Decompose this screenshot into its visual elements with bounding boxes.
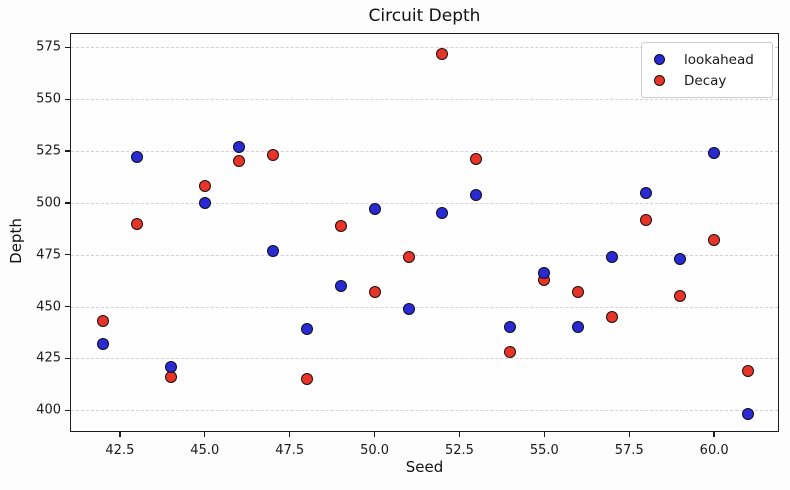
y-gridline bbox=[71, 410, 778, 412]
y-tick-mark bbox=[65, 202, 71, 204]
x-tick-label: 47.5 bbox=[275, 443, 305, 458]
scatter-point-Decay bbox=[368, 286, 381, 299]
y-gridline bbox=[71, 358, 778, 360]
scatter-point-lookahead bbox=[130, 151, 143, 164]
y-tick-label: 450 bbox=[36, 299, 61, 315]
scatter-point-Decay bbox=[402, 250, 415, 263]
scatter-point-lookahead bbox=[742, 408, 755, 421]
chart-title: Circuit Depth bbox=[368, 6, 481, 26]
x-tick-mark bbox=[288, 431, 291, 437]
scatter-point-lookahead bbox=[198, 196, 211, 209]
legend-item-Decay: Decay bbox=[654, 70, 762, 91]
x-tick-mark bbox=[458, 431, 461, 437]
scatter-point-lookahead bbox=[300, 323, 313, 336]
x-axis-label: Seed bbox=[405, 458, 444, 476]
x-tick-mark bbox=[373, 431, 376, 437]
x-tick-mark bbox=[543, 431, 546, 437]
y-tick-mark bbox=[65, 409, 71, 411]
y-gridline bbox=[71, 47, 778, 49]
scatter-point-Decay bbox=[300, 373, 313, 386]
scatter-point-Decay bbox=[130, 217, 143, 230]
y-tick-mark bbox=[65, 46, 71, 49]
x-tick-label: 42.5 bbox=[105, 443, 135, 458]
scatter-point-Decay bbox=[742, 364, 755, 377]
scatter-point-Decay bbox=[436, 47, 449, 60]
scatter-point-Decay bbox=[470, 153, 483, 166]
x-tick-label: 55.0 bbox=[529, 443, 559, 458]
x-tick-label: 52.5 bbox=[444, 443, 474, 458]
scatter-point-Decay bbox=[232, 155, 245, 168]
scatter-point-lookahead bbox=[572, 321, 585, 334]
scatter-point-lookahead bbox=[334, 279, 347, 292]
scatter-point-lookahead bbox=[606, 250, 619, 263]
scatter-point-lookahead bbox=[470, 188, 483, 201]
legend-label: Decay bbox=[684, 72, 727, 89]
legend: lookahead Decay bbox=[641, 42, 773, 98]
scatter-point-Decay bbox=[198, 180, 211, 193]
y-tick-mark bbox=[65, 98, 71, 100]
scatter-point-lookahead bbox=[232, 140, 245, 153]
y-tick-label: 575 bbox=[36, 39, 61, 55]
y-tick-label: 500 bbox=[36, 195, 61, 211]
scatter-point-Decay bbox=[266, 149, 279, 162]
scatter-point-lookahead bbox=[402, 302, 415, 315]
scatter-point-Decay bbox=[334, 219, 347, 232]
scatter-point-lookahead bbox=[164, 360, 177, 373]
y-tick-mark bbox=[65, 357, 71, 360]
y-gridline bbox=[71, 306, 778, 308]
scatter-point-lookahead bbox=[538, 267, 551, 280]
x-tick-label: 45.0 bbox=[190, 443, 220, 458]
y-gridline bbox=[71, 151, 778, 153]
x-tick-label: 60.0 bbox=[699, 443, 729, 458]
scatter-point-Decay bbox=[572, 286, 585, 299]
y-gridline bbox=[71, 99, 778, 101]
plot-area: lookahead Decay 400 425 450 475 500 525 550 575 4… bbox=[36, 33, 779, 458]
scatter-point-lookahead bbox=[504, 321, 517, 334]
y-gridline bbox=[71, 202, 778, 204]
x-tick-mark bbox=[204, 431, 206, 437]
legend-label: lookahead bbox=[684, 51, 754, 68]
y-tick-label: 550 bbox=[36, 91, 61, 107]
scatter-point-lookahead bbox=[266, 244, 279, 257]
scatter-point-Decay bbox=[164, 371, 177, 384]
x-tick-label: 57.5 bbox=[614, 443, 644, 458]
legend-marker-icon bbox=[654, 54, 665, 65]
scatter-point-lookahead bbox=[640, 186, 653, 199]
scatter-point-Decay bbox=[708, 234, 721, 247]
y-tick-label: 475 bbox=[36, 247, 61, 263]
scatter-point-lookahead bbox=[708, 147, 721, 160]
scatter-point-Decay bbox=[674, 290, 687, 303]
x-tick-mark bbox=[713, 431, 715, 437]
y-tick-mark bbox=[65, 305, 71, 308]
y-tick-label: 425 bbox=[36, 350, 61, 366]
scatter-point-Decay bbox=[640, 213, 653, 226]
y-tick-label: 400 bbox=[36, 402, 61, 418]
legend-marker-icon bbox=[654, 75, 665, 86]
scatter-point-lookahead bbox=[436, 207, 449, 220]
y-gridline bbox=[71, 254, 778, 256]
scatter-point-Decay bbox=[96, 315, 109, 328]
scatter-point-lookahead bbox=[674, 252, 687, 265]
x-tick-mark bbox=[119, 431, 121, 437]
scatter-point-lookahead bbox=[96, 337, 109, 350]
y-tick-mark bbox=[65, 150, 71, 152]
y-tick-label: 525 bbox=[36, 143, 61, 159]
legend-item-lookahead: lookahead bbox=[654, 49, 762, 70]
x-tick-label: 50.0 bbox=[360, 443, 390, 458]
x-tick-mark bbox=[628, 431, 630, 437]
y-tick-mark bbox=[65, 254, 71, 256]
scatter-point-Decay bbox=[504, 346, 517, 359]
scatter-point-Decay bbox=[606, 310, 619, 323]
scatter-point-lookahead bbox=[368, 203, 381, 216]
